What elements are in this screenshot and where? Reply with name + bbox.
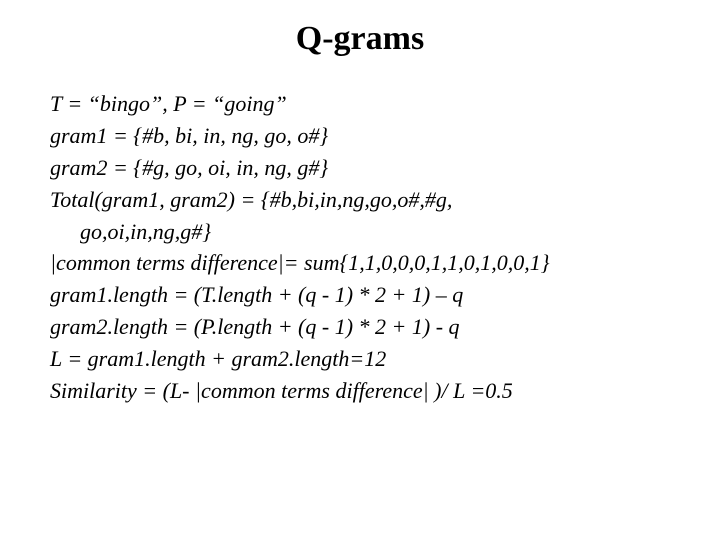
line-definitions: T = “bingo”, P = “going” xyxy=(50,88,670,120)
line-gram2-length: gram2.length = (P.length + (q - 1) * 2 +… xyxy=(50,311,670,343)
line-similarity: Similarity = (L- |common terms differenc… xyxy=(50,375,670,407)
line-gram1-length: gram1.length = (T.length + (q - 1) * 2 +… xyxy=(50,279,670,311)
line-total-2: go,oi,in,ng,g#} xyxy=(50,216,670,248)
line-gram2: gram2 = {#g, go, oi, in, ng, g#} xyxy=(50,152,670,184)
content-block: T = “bingo”, P = “going” gram1 = {#b, bi… xyxy=(50,88,670,407)
line-gram1: gram1 = {#b, bi, in, ng, go, o#} xyxy=(50,120,670,152)
line-common-diff: |common terms difference|= sum{1,1,0,0,0… xyxy=(50,247,670,279)
line-total-1: Total(gram1, gram2) = {#b,bi,in,ng,go,o#… xyxy=(50,184,670,216)
page-title: Q-grams xyxy=(50,20,670,58)
line-l-value: L = gram1.length + gram2.length=12 xyxy=(50,343,670,375)
